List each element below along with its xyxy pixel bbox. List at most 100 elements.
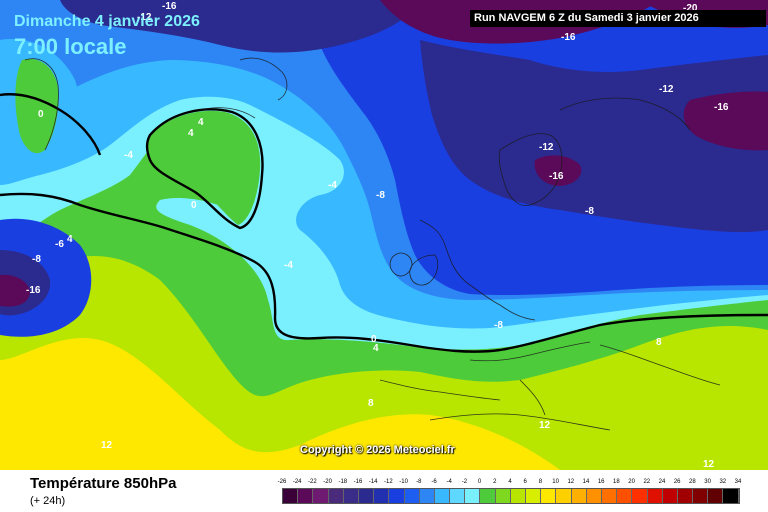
color-swatch	[450, 489, 466, 503]
color-scale-swatches	[282, 488, 740, 504]
isotherm-label: 12	[101, 440, 113, 451]
isotherm-label: 4	[198, 117, 204, 128]
color-scale-tick: -12	[384, 479, 393, 485]
temperature-map: -16 -12 -20 -16 -12 -16 4 4 -4 0 -12 -6 …	[0, 0, 768, 470]
isotherm-label: -6	[55, 239, 64, 250]
color-scale-tick: 6	[523, 479, 527, 485]
color-scale-tick: -2	[461, 479, 468, 485]
color-scale-tick: -16	[353, 479, 363, 485]
color-scale-tick: -24	[292, 479, 302, 485]
color-swatch	[404, 489, 420, 503]
forecast-time: 7:00 locale	[14, 34, 127, 59]
color-scale-tick: 18	[613, 479, 620, 485]
color-swatch	[465, 489, 481, 503]
color-swatch	[495, 489, 511, 503]
color-swatch	[358, 489, 375, 503]
isotherm-label: 12	[703, 459, 715, 470]
isotherm-label: -4	[284, 260, 293, 271]
isotherm-label: -8	[585, 206, 594, 217]
color-swatch	[480, 489, 496, 503]
color-swatch	[541, 489, 557, 503]
color-swatch	[662, 489, 678, 503]
isotherm-label: -20	[683, 3, 698, 14]
field-greenland-west-green	[15, 58, 59, 154]
color-scale-tick: -14	[368, 479, 378, 485]
color-scale-tick: 24	[658, 479, 666, 485]
color-scale-tick: -20	[323, 479, 332, 485]
color-scale-tick: 4	[508, 479, 512, 485]
isotherm-label: -8	[376, 190, 385, 201]
color-scale-tick: -18	[338, 479, 348, 485]
color-swatch	[571, 489, 587, 503]
color-swatch	[601, 489, 618, 503]
color-scale-tick: -8	[416, 479, 422, 485]
isotherm-label: 4	[373, 343, 379, 354]
isotherm-label: -12	[137, 12, 152, 23]
color-swatch	[389, 489, 405, 503]
color-swatch	[313, 489, 329, 503]
color-swatch	[343, 489, 359, 503]
isotherm-label: -12	[539, 142, 554, 153]
color-swatch	[510, 489, 526, 503]
legend-bar: Température 850hPa (+ 24h) -26 -24 -22 -20-…	[0, 470, 768, 512]
color-scale-tick: -4	[446, 479, 452, 485]
run-info-banner: Run NAVGEM 6 Z du Samedi 3 janvier 2026	[470, 10, 766, 27]
color-scale-tick: 14	[582, 479, 590, 485]
isotherm-label: 0	[371, 334, 377, 345]
coastlines	[24, 57, 721, 431]
lead-time: (+ 24h)	[30, 495, 66, 507]
color-swatch	[617, 489, 633, 503]
isotherm-label: 0	[38, 109, 44, 120]
isotherm-label: -4	[124, 150, 133, 161]
isotherm-label: -16	[549, 171, 564, 182]
color-scale-tick: 28	[689, 479, 696, 485]
copyright-notice: Copyright © 2026 Meteociel.fr	[300, 444, 455, 456]
isotherm-label: -16	[26, 285, 41, 296]
color-scale-tick: 10	[552, 479, 559, 485]
isotherm-label: 4	[188, 128, 194, 139]
color-scale-tick: 34	[734, 479, 742, 485]
color-scale-tick: -6	[431, 479, 437, 485]
field-west-purple	[0, 274, 30, 307]
color-swatch	[693, 489, 709, 503]
color-swatch	[298, 489, 314, 503]
isotherm-label: -12	[659, 84, 674, 95]
color-swatch	[556, 489, 572, 503]
color-swatch	[283, 489, 299, 503]
zero-isotherm-west	[0, 93, 102, 156]
isotherm-label: -8	[494, 320, 503, 331]
color-swatch	[647, 489, 663, 503]
zero-isotherm	[0, 192, 768, 353]
isotherm-label: 12	[539, 420, 551, 431]
isotherm-labels: -16 -12 -20 -16 -12 -16 4 4 -4 0 -12 -6 …	[26, 1, 729, 470]
field-cold-dark-north	[60, 0, 420, 53]
color-scale-tick: -22	[308, 479, 317, 485]
color-scale-tick: 26	[673, 479, 681, 485]
isotherm-label: -16	[714, 102, 729, 113]
isotherm-label: -4	[328, 180, 337, 191]
color-swatch	[723, 489, 739, 503]
field-very-cold-scandinavia	[534, 155, 582, 186]
color-swatch	[586, 489, 602, 503]
zero-isotherm-greenland	[145, 108, 264, 230]
color-swatch	[419, 489, 435, 503]
isotherm-label: 8	[368, 398, 374, 409]
color-scale-tick: 2	[493, 479, 497, 485]
map-canvas: -16 -12 -20 -16 -12 -16 4 4 -4 0 -12 -6 …	[0, 0, 768, 470]
color-swatch	[632, 489, 648, 503]
forecast-date: Dimanche 4 janvier 2026	[14, 13, 200, 30]
isotherm-label: 8	[656, 337, 662, 348]
field-very-cold-east	[683, 91, 768, 151]
isotherm-label: -16	[561, 32, 576, 43]
color-scale-tick: 16	[597, 479, 605, 485]
color-scale-tick: 22	[643, 479, 651, 485]
color-swatch	[677, 489, 694, 503]
color-scale-tick: 20	[628, 479, 635, 485]
color-scale-tick: -26	[277, 479, 287, 485]
color-scale-tick: -10	[399, 479, 408, 485]
variable-title: Température 850hPa	[30, 475, 177, 492]
color-swatch	[434, 489, 451, 503]
color-scale-tick: 8	[538, 479, 543, 485]
isotherm-label: -8	[32, 254, 41, 265]
